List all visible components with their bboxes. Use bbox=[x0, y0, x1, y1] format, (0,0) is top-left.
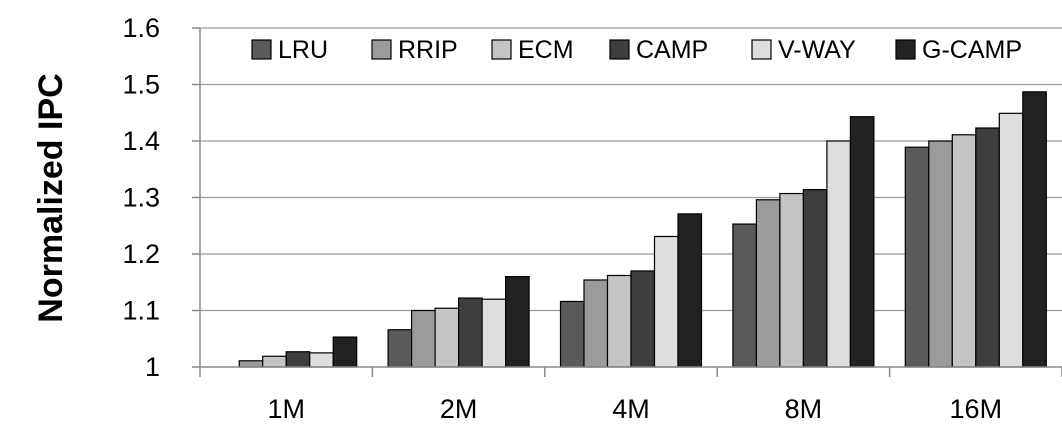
y-tick-label: 1.6 bbox=[122, 13, 160, 43]
bar-rrip-8m bbox=[755, 199, 781, 368]
bar-v-way-4m bbox=[653, 235, 679, 368]
bar-ecm-8m bbox=[779, 192, 805, 368]
bar-rrip-2m bbox=[411, 309, 436, 368]
bar-rrip-1m bbox=[238, 360, 264, 368]
bar-lru-16m bbox=[904, 146, 930, 368]
bar-g-camp-8m bbox=[849, 116, 875, 368]
y-tick-label: 1.3 bbox=[122, 183, 160, 213]
bar-v-way-16m bbox=[998, 112, 1024, 368]
y-tick-label: 1.2 bbox=[122, 239, 160, 269]
bar-v-way-8m bbox=[826, 140, 852, 368]
bar-camp-8m bbox=[802, 188, 828, 368]
x-axis-ticks: 1M 2M 4M 8M 16M bbox=[199, 367, 1062, 424]
bar-g-camp-2m bbox=[505, 276, 530, 368]
legend-swatch-rrip bbox=[371, 39, 392, 60]
bars bbox=[238, 91, 1047, 368]
legend-label-v-way: V-WAY bbox=[778, 36, 856, 64]
y-tick-label: 1.1 bbox=[122, 296, 160, 326]
bar-camp-1m bbox=[285, 351, 311, 368]
y-tick-label: 1.5 bbox=[122, 70, 160, 100]
bar-ecm-16m bbox=[951, 134, 977, 368]
x-tick-label: 1M bbox=[267, 394, 305, 424]
legend-label-g-camp: G-CAMP bbox=[922, 36, 1022, 64]
axes bbox=[199, 28, 1062, 368]
bar-g-camp-16m bbox=[1022, 91, 1047, 368]
legend-swatch-v-way bbox=[751, 39, 772, 60]
bar-camp-4m bbox=[630, 270, 656, 368]
y-tick-label: 1.4 bbox=[122, 126, 160, 156]
x-tick-label: 8M bbox=[785, 394, 823, 424]
y-axis-ticks: 1 1.1 1.2 1.3 1.4 1.5 1.6 bbox=[122, 13, 200, 382]
legend-swatch-g-camp bbox=[895, 39, 916, 60]
legend: LRU RRIP ECM CAMP V-WAY G-CAMP bbox=[251, 36, 1022, 64]
bar-v-way-2m bbox=[481, 298, 507, 368]
bar-rrip-4m bbox=[583, 279, 609, 368]
x-tick-label: 2M bbox=[440, 394, 478, 424]
legend-label-rrip: RRIP bbox=[398, 36, 458, 64]
bar-g-camp-4m bbox=[677, 213, 703, 368]
legend-label-ecm: ECM bbox=[518, 36, 574, 64]
bar-lru-2m bbox=[387, 329, 413, 368]
legend-swatch-camp bbox=[609, 39, 630, 60]
bar-v-way-1m bbox=[309, 352, 334, 368]
bar-lru-4m bbox=[559, 300, 585, 368]
x-tick-label: 4M bbox=[612, 394, 650, 424]
legend-label-camp: CAMP bbox=[636, 36, 708, 64]
bar-ecm-4m bbox=[606, 274, 632, 368]
bar-camp-2m bbox=[458, 297, 483, 368]
x-tick-label: 16M bbox=[950, 394, 1003, 424]
y-axis-title: Normalized IPC bbox=[32, 73, 70, 322]
legend-swatch-ecm bbox=[491, 39, 512, 60]
bar-ecm-1m bbox=[262, 355, 287, 368]
bar-lru-8m bbox=[732, 223, 758, 368]
bar-g-camp-1m bbox=[332, 336, 358, 368]
bar-ecm-2m bbox=[434, 307, 460, 368]
legend-swatch-lru bbox=[251, 39, 272, 60]
bar-rrip-16m bbox=[928, 140, 953, 368]
legend-label-lru: LRU bbox=[278, 36, 328, 64]
bar-camp-16m bbox=[975, 127, 1000, 368]
y-tick-label: 1 bbox=[145, 352, 160, 382]
